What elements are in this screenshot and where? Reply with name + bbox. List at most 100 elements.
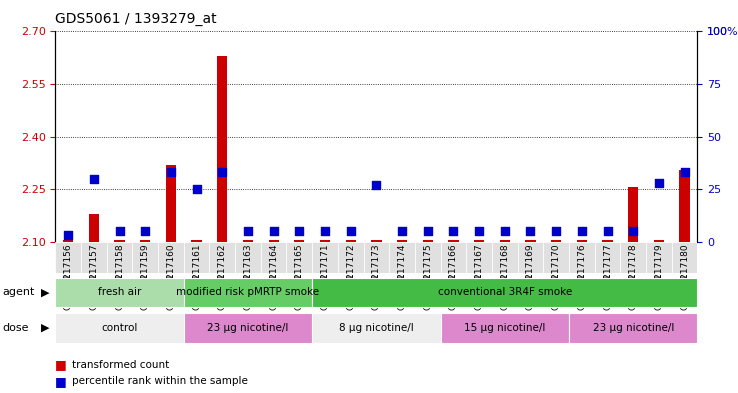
Bar bbox=[543, 242, 569, 273]
Text: fresh air: fresh air bbox=[98, 287, 141, 298]
Text: GSM1217175: GSM1217175 bbox=[424, 243, 432, 304]
Bar bbox=[81, 242, 107, 273]
Text: GSM1217180: GSM1217180 bbox=[680, 243, 689, 304]
Text: GSM1217159: GSM1217159 bbox=[141, 243, 150, 304]
Text: transformed count: transformed count bbox=[72, 360, 170, 370]
Bar bbox=[114, 240, 125, 242]
Text: GSM1217168: GSM1217168 bbox=[500, 243, 509, 304]
Bar bbox=[132, 242, 158, 273]
Bar bbox=[441, 313, 569, 343]
Bar bbox=[621, 242, 646, 273]
Bar bbox=[415, 242, 441, 273]
Text: 15 μg nicotine/l: 15 μg nicotine/l bbox=[464, 323, 545, 333]
Bar bbox=[294, 240, 305, 242]
Bar bbox=[397, 240, 407, 242]
Text: percentile rank within the sample: percentile rank within the sample bbox=[72, 376, 248, 386]
Point bbox=[88, 175, 100, 182]
Bar bbox=[286, 242, 312, 273]
Point bbox=[422, 228, 434, 234]
Text: GSM1217176: GSM1217176 bbox=[577, 243, 586, 304]
Point bbox=[396, 228, 408, 234]
Point bbox=[551, 228, 562, 234]
Text: 23 μg nicotine/l: 23 μg nicotine/l bbox=[207, 323, 289, 333]
Bar bbox=[423, 240, 433, 242]
Point bbox=[216, 169, 228, 175]
Point bbox=[627, 228, 639, 234]
Bar bbox=[364, 242, 389, 273]
Bar bbox=[243, 240, 253, 242]
Text: GSM1217172: GSM1217172 bbox=[346, 243, 355, 304]
Point bbox=[268, 228, 280, 234]
Point bbox=[576, 228, 587, 234]
Text: GSM1217179: GSM1217179 bbox=[655, 243, 663, 304]
Bar bbox=[576, 240, 587, 242]
Bar bbox=[389, 242, 415, 273]
Text: GSM1217161: GSM1217161 bbox=[192, 243, 201, 304]
Bar bbox=[525, 240, 536, 242]
Point bbox=[525, 228, 537, 234]
Text: ▶: ▶ bbox=[41, 323, 49, 333]
Text: GSM1217167: GSM1217167 bbox=[475, 243, 483, 304]
Bar bbox=[269, 240, 279, 242]
Text: GSM1217178: GSM1217178 bbox=[629, 243, 638, 304]
Bar bbox=[89, 214, 99, 242]
Point bbox=[139, 228, 151, 234]
Bar bbox=[158, 242, 184, 273]
Text: GSM1217156: GSM1217156 bbox=[63, 243, 72, 304]
Point bbox=[653, 180, 665, 186]
Text: agent: agent bbox=[2, 287, 35, 298]
Text: GSM1217164: GSM1217164 bbox=[269, 243, 278, 304]
Point bbox=[499, 228, 511, 234]
Text: GSM1217157: GSM1217157 bbox=[89, 243, 98, 304]
Bar bbox=[63, 240, 73, 242]
Bar bbox=[569, 313, 697, 343]
Bar bbox=[55, 242, 81, 273]
Bar bbox=[261, 242, 286, 273]
Bar bbox=[595, 242, 621, 273]
Bar bbox=[140, 240, 151, 242]
Bar bbox=[184, 313, 312, 343]
Point bbox=[319, 228, 331, 234]
Text: 8 μg nicotine/l: 8 μg nicotine/l bbox=[339, 323, 414, 333]
Bar bbox=[569, 242, 595, 273]
Bar bbox=[551, 240, 562, 242]
Point bbox=[242, 228, 254, 234]
Text: ▶: ▶ bbox=[41, 287, 49, 298]
Text: GSM1217171: GSM1217171 bbox=[320, 243, 329, 304]
Text: GSM1217173: GSM1217173 bbox=[372, 243, 381, 304]
Bar bbox=[474, 240, 484, 242]
Bar bbox=[338, 242, 364, 273]
Bar bbox=[500, 240, 510, 242]
Bar bbox=[107, 242, 132, 273]
Text: GDS5061 / 1393279_at: GDS5061 / 1393279_at bbox=[55, 12, 217, 26]
Point bbox=[190, 186, 202, 192]
Bar bbox=[191, 240, 201, 242]
Bar bbox=[492, 242, 517, 273]
Text: GSM1217174: GSM1217174 bbox=[398, 243, 407, 304]
Bar bbox=[55, 277, 184, 307]
Bar bbox=[312, 242, 338, 273]
Text: GSM1217160: GSM1217160 bbox=[167, 243, 176, 304]
Bar bbox=[680, 170, 690, 242]
Bar bbox=[235, 242, 261, 273]
Text: control: control bbox=[101, 323, 138, 333]
Bar bbox=[210, 242, 235, 273]
Point bbox=[473, 228, 485, 234]
Bar bbox=[517, 242, 543, 273]
Bar bbox=[654, 240, 664, 242]
Bar bbox=[466, 242, 492, 273]
Text: ■: ■ bbox=[55, 358, 67, 371]
Bar bbox=[441, 242, 466, 273]
Bar bbox=[345, 240, 356, 242]
Bar bbox=[320, 240, 330, 242]
Bar bbox=[628, 187, 638, 242]
Bar bbox=[166, 165, 176, 242]
Text: conventional 3R4F smoke: conventional 3R4F smoke bbox=[438, 287, 572, 298]
Bar bbox=[217, 56, 227, 242]
Bar bbox=[602, 240, 613, 242]
Text: GSM1217177: GSM1217177 bbox=[603, 243, 612, 304]
Point bbox=[345, 228, 356, 234]
Text: ■: ■ bbox=[55, 375, 67, 388]
Bar bbox=[672, 242, 697, 273]
Bar bbox=[312, 277, 697, 307]
